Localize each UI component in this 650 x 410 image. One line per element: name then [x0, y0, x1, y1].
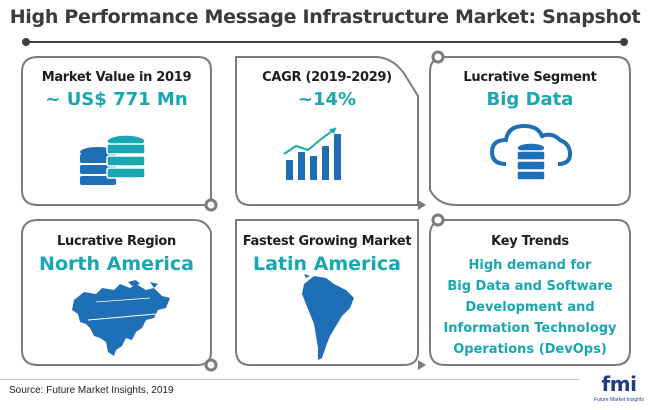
market-value-label: Market Value in 2019: [41, 70, 192, 85]
cloud-database-icon: [489, 123, 573, 181]
lucrative-region-value: North America: [39, 253, 194, 275]
key-trends-text: High demand for Big Data and Software De…: [430, 255, 630, 360]
key-trends-label: Key Trends: [491, 234, 569, 249]
north-america-map-icon: [72, 280, 170, 356]
fastest-growing-value: Latin America: [252, 253, 402, 275]
fmi-logo: fmi Future Market Insights: [592, 372, 646, 406]
cagr-value: ~14%: [297, 89, 357, 110]
cagr-label: CAGR (2019-2029): [262, 70, 392, 85]
source-note: Source: Future Market Insights, 2019: [9, 385, 174, 396]
market-value-amount: ~ US$ 771 Mn: [45, 89, 188, 110]
page-title: High Performance Message Infrastructure …: [9, 6, 641, 28]
cagr-card: CAGR (2019-2029) ~14%: [236, 70, 418, 110]
fmi-logo-tagline: Future Market Insights: [594, 397, 644, 403]
key-trends-line: High demand for: [468, 258, 592, 273]
lucrative-region-card: Lucrative Region North America: [22, 234, 211, 275]
lucrative-segment-value: Big Data: [486, 89, 574, 110]
key-trends-line: Operations (DevOps): [453, 342, 607, 357]
database-icon: [80, 134, 146, 185]
bar-chart-growth-icon: [283, 127, 341, 180]
title-underline-right-dot: [620, 38, 628, 46]
fastest-growing-card: Fastest Growing Market Latin America: [236, 234, 418, 275]
key-trends-line: Big Data and Software: [447, 279, 613, 294]
fastest-growing-label: Fastest Growing Market: [242, 234, 412, 249]
footer-divider: [0, 379, 580, 380]
market-value-card: Market Value in 2019 ~ US$ 771 Mn: [22, 70, 211, 110]
key-trends-card: Key Trends High demand for Big Data and …: [430, 234, 630, 360]
title-underline-left-dot: [22, 38, 30, 46]
lucrative-segment-card: Lucrative Segment Big Data: [430, 70, 630, 110]
south-america-map-icon: [302, 274, 354, 360]
title-underline: [26, 41, 624, 43]
lucrative-segment-label: Lucrative Segment: [463, 70, 597, 85]
key-trends-line: Information Technology: [443, 321, 617, 336]
key-trends-line: Development and: [465, 300, 595, 315]
lucrative-region-label: Lucrative Region: [57, 234, 176, 249]
fmi-logo-wordmark: fmi: [601, 372, 637, 396]
